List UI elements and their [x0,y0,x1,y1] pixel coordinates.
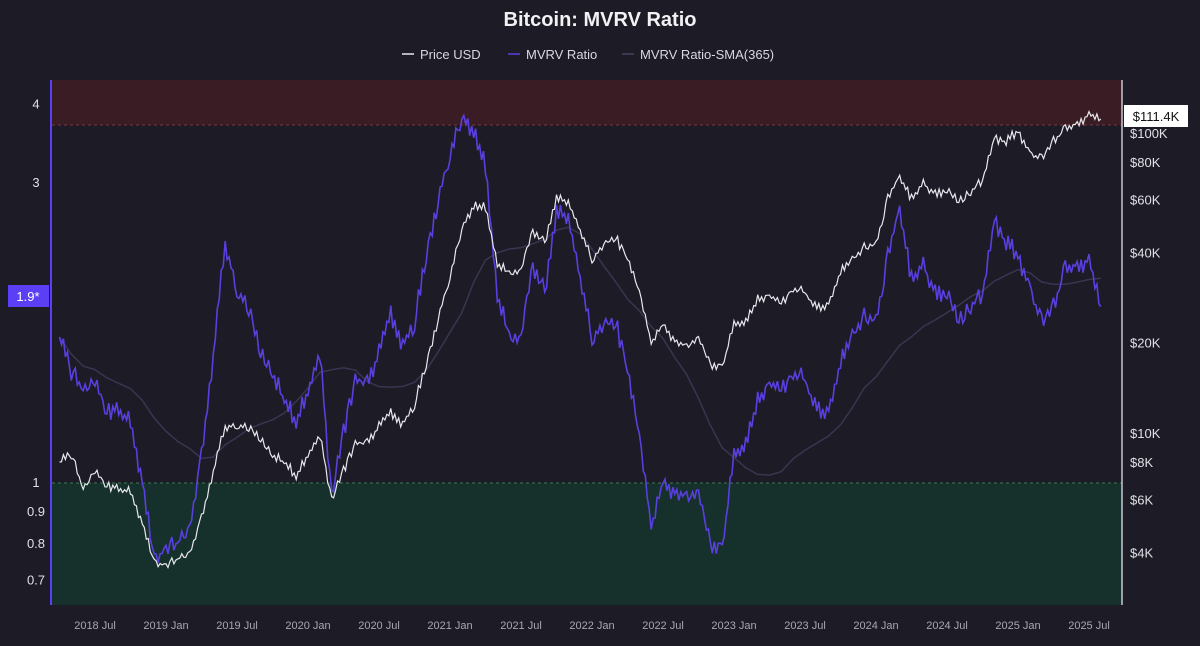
right-tick-label: $4K [1130,545,1153,560]
right-tick-label: $8K [1130,455,1153,470]
x-tick-label: 2022 Jan [569,620,614,632]
left-axis-ticks: 4 3 1 0.9 0.8 0.7 [27,96,45,587]
x-tick-label: 2022 Jul [642,620,684,632]
left-tick-label: 1 [32,475,39,490]
x-tick-label: 2025 Jul [1068,620,1110,632]
x-tick-label: 2020 Jan [285,620,330,632]
right-tick-label: $60K [1130,193,1161,208]
right-tick-label: $40K [1130,245,1161,260]
x-tick-label: 2019 Jan [143,620,188,632]
current-price-label: $111.4K [1133,109,1180,124]
left-tick-label: 0.7 [27,572,45,587]
x-tick-label: 2023 Jan [711,620,756,632]
current-mvrv-label: 1.9* [16,289,39,304]
x-tick-label: 2025 Jan [995,620,1040,632]
x-tick-label: 2023 Jul [784,620,826,632]
left-tick-label: 4 [32,96,39,111]
mvrv-series-line [58,113,1102,563]
price-series-line [59,110,1102,570]
x-tick-label: 2021 Jan [427,620,472,632]
right-tick-label: $100K [1130,126,1168,141]
x-axis-ticks: 2018 Jul 2019 Jan 2019 Jul 2020 Jan 2020 Jul… [74,620,1110,632]
overvalued-zone [52,80,1122,125]
x-tick-label: 2018 Jul [74,620,116,632]
right-tick-label: $20K [1130,336,1161,351]
right-axis-ticks: $100K $80K $60K $40K $20K $10K $8K $6K $4K [1130,126,1168,560]
left-tick-label: 0.8 [27,536,45,551]
legend-mvrv[interactable]: MVRV Ratio [526,47,597,62]
x-tick-label: 2024 Jul [926,620,968,632]
undervalued-zone [52,483,1122,605]
legend: Price USD MVRV Ratio MVRV Ratio-SMA(365) [402,47,774,62]
x-tick-label: 2021 Jul [500,620,542,632]
x-tick-label: 2019 Jul [216,620,258,632]
sma-series-line [58,226,1101,476]
current-mvrv-badge: 1.9* [8,285,49,307]
x-tick-label: 2020 Jul [358,620,400,632]
right-tick-label: $6K [1130,493,1153,508]
legend-price[interactable]: Price USD [420,47,481,62]
left-tick-label: 3 [32,175,39,190]
x-tick-label: 2024 Jan [853,620,898,632]
current-price-badge: $111.4K [1124,105,1188,127]
chart-title: Bitcoin: MVRV Ratio [504,9,697,31]
left-tick-label: 0.9 [27,504,45,519]
right-tick-label: $80K [1130,155,1161,170]
legend-sma[interactable]: MVRV Ratio-SMA(365) [640,47,774,62]
right-tick-label: $10K [1130,426,1161,441]
